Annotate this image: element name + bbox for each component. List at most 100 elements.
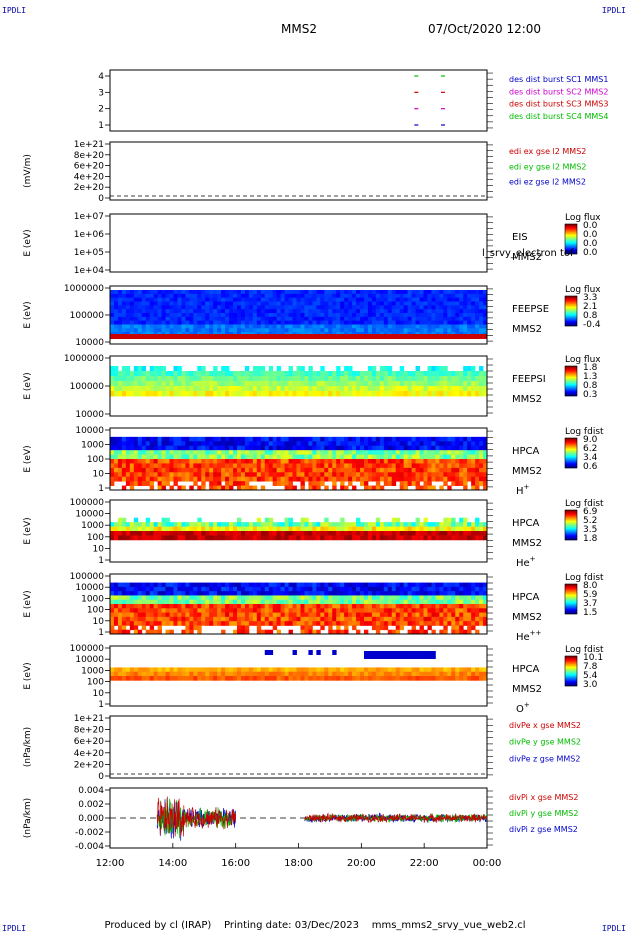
heat-cell: [189, 531, 194, 536]
heat-cell: [217, 676, 222, 681]
heat-cell: [141, 472, 147, 478]
heat-cell: [435, 366, 440, 372]
heat-cell: [177, 612, 182, 618]
heat-cell: [292, 450, 297, 455]
heat-cell: [399, 586, 405, 592]
heat-cell: [447, 371, 452, 377]
heat-cell: [455, 391, 460, 397]
heat-cell: [201, 522, 206, 527]
heat-cell: [443, 445, 448, 451]
heat-cell: [280, 604, 286, 609]
heat-cell: [427, 297, 432, 302]
heat-cell: [165, 667, 170, 673]
heat-cell: [233, 445, 238, 451]
heat-cell: [435, 612, 440, 618]
heat-cell: [352, 436, 357, 442]
colorbar-cell: [565, 392, 577, 394]
colorbar-cell: [565, 320, 577, 322]
heat-cell: [161, 612, 166, 618]
heat-cell: [443, 376, 448, 382]
heat-cell: [110, 591, 115, 596]
heat-cell: [264, 517, 270, 523]
heat-cell: [375, 391, 381, 397]
heat-cell: [125, 522, 131, 527]
heat-cell: [157, 616, 162, 622]
heat-cell: [471, 450, 476, 455]
heat-cell: [459, 472, 464, 478]
heat-cell: [399, 459, 405, 464]
heat-cell: [149, 522, 155, 527]
heat-cell: [157, 463, 162, 469]
heat-cell: [280, 301, 286, 306]
heat-cell: [383, 616, 389, 622]
colorbar-cell: [565, 367, 577, 369]
heat-cell: [395, 582, 401, 588]
heat-cell: [399, 591, 405, 596]
heat-cell: [403, 667, 409, 673]
heat-cell: [455, 608, 460, 613]
heat-cell: [320, 616, 325, 622]
heat-cell: [403, 472, 409, 478]
heat-cell: [332, 531, 337, 536]
heat-cell: [435, 621, 440, 626]
heat-cell: [193, 481, 198, 486]
heat-cell: [459, 371, 464, 377]
heat-cell: [244, 441, 250, 447]
heat-cell: [423, 517, 428, 523]
heat-cell: [415, 586, 420, 592]
heat-cell: [169, 676, 174, 681]
heat-cell: [165, 371, 170, 377]
heat-cell: [284, 667, 289, 673]
heat-cell: [387, 328, 393, 333]
heat-cell: [383, 459, 389, 464]
heat-cell: [193, 293, 198, 299]
heat-cell: [284, 526, 289, 532]
heat-cell: [336, 459, 341, 464]
heat-cell: [284, 616, 289, 622]
heat-cell: [483, 595, 488, 601]
heat-cell: [344, 582, 349, 588]
heat-cell: [280, 591, 286, 596]
heat-cell: [451, 608, 456, 613]
heat-cell: [169, 599, 174, 605]
heat-cell: [173, 454, 178, 460]
heat-cell: [141, 671, 147, 677]
heat-cell: [479, 476, 484, 482]
heat-cell: [439, 629, 444, 635]
heat-cell: [324, 621, 329, 626]
heat-cell: [193, 476, 198, 482]
heat-cell: [328, 290, 333, 295]
heat-cell: [300, 625, 305, 631]
heat-cell: [328, 625, 333, 631]
heat-cell: [379, 604, 385, 609]
heat-cell: [463, 485, 468, 491]
heat-cell: [411, 472, 416, 478]
heat-cell: [336, 522, 341, 527]
heat-cell: [459, 320, 464, 325]
heat-cell: [149, 376, 155, 382]
heat-cell: [391, 591, 397, 596]
heat-cell: [352, 324, 357, 329]
heat-cell: [110, 599, 115, 605]
heat-cell: [225, 366, 230, 372]
heat-cell: [213, 604, 218, 609]
heat-cell: [367, 604, 373, 609]
heat-cell: [110, 454, 115, 460]
heat-cell: [395, 324, 401, 329]
heat-cell: [260, 595, 266, 601]
heat-cell: [205, 334, 210, 339]
heat-cell: [141, 316, 147, 322]
heat-cell: [292, 535, 297, 541]
heat-cell: [352, 472, 357, 478]
heat-cell: [439, 591, 444, 596]
heat-cell: [248, 476, 254, 482]
heat-cell: [110, 472, 115, 478]
heat-cell: [308, 676, 313, 681]
heat-cell: [467, 522, 472, 527]
heat-cell: [240, 293, 246, 299]
heat-cell: [153, 316, 159, 322]
heat-cell: [459, 436, 464, 442]
heat-cell: [177, 621, 182, 626]
heat-cell: [411, 386, 416, 392]
